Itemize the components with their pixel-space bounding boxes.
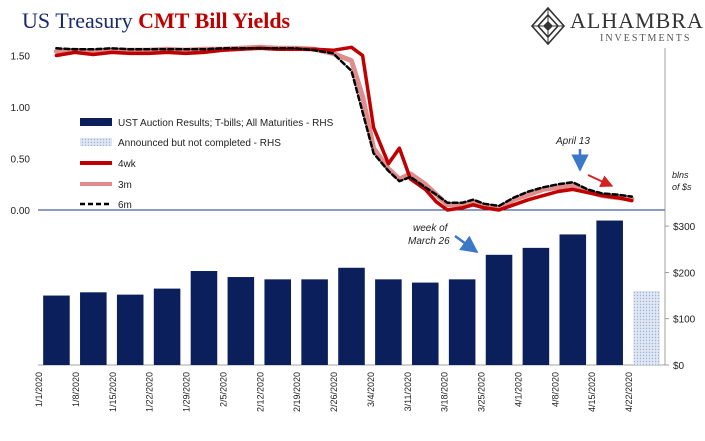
y-right-tick-label: $200: [673, 268, 696, 279]
x-tick-label: 4/8/2020: [550, 372, 560, 407]
legend-label: 4wk: [118, 159, 137, 170]
bar-pending: [633, 290, 660, 365]
brand-logo: ALHAMBRA INVESTMENTS: [530, 6, 703, 48]
bar: [43, 295, 70, 365]
x-tick-label: 4/1/2020: [513, 372, 523, 407]
bar: [301, 279, 328, 365]
x-tick-label: 3/4/2020: [366, 372, 376, 407]
y-right-tick-label: $100: [673, 315, 696, 326]
bar: [153, 288, 181, 365]
legend-label: 3m: [118, 180, 132, 191]
x-tick-label: 2/12/2020: [255, 372, 265, 412]
annotation-text: March 26: [408, 236, 450, 247]
y-left-tick-label: 1.00: [11, 103, 31, 114]
y-left-tick-label: 0.50: [11, 155, 31, 166]
bar: [338, 267, 365, 365]
x-tick-label: 1/8/2020: [71, 372, 81, 407]
x-tick-label: 3/18/2020: [440, 372, 450, 412]
legend-label: Announced but not completed - RHS: [118, 138, 281, 149]
legend-swatch-auctions: [80, 118, 112, 126]
bar: [559, 234, 587, 365]
bar: [522, 247, 550, 365]
x-tick-label: 1/15/2020: [108, 372, 118, 412]
bar: [485, 254, 513, 365]
line-4wk: [54, 45, 634, 212]
chart-title-part2: CMT Bill Yields: [138, 8, 291, 33]
bar: [227, 277, 255, 365]
y-right-tick-label: $300: [673, 222, 696, 233]
logo-subtitle: INVESTMENTS: [600, 33, 692, 44]
chart-title: US Treasury CMT Bill Yields: [22, 8, 290, 34]
bar-series: [43, 220, 660, 365]
x-tick-label: 2/19/2020: [292, 372, 302, 412]
y-right-tick-label: $0: [673, 361, 685, 372]
x-tick-label: 1/22/2020: [145, 372, 155, 412]
y-right-axis-label: blns: [672, 170, 689, 180]
legend-label: UST Auction Results; T-bills; All Maturi…: [118, 118, 334, 129]
x-tick-label: 2/5/2020: [218, 372, 228, 407]
legend: UST Auction Results; T-bills; All Maturi…: [80, 118, 334, 211]
bar: [80, 292, 107, 365]
x-tick-label: 1/29/2020: [182, 372, 192, 412]
annotation-arrow: [454, 234, 479, 254]
y-left-tick-label: 0.00: [11, 206, 31, 217]
x-tick-label: 3/11/2020: [403, 372, 413, 411]
bar: [375, 279, 402, 365]
logo-name: ALHAMBRA: [570, 8, 704, 33]
x-tick-label: 4/22/2020: [624, 372, 634, 412]
bar: [116, 294, 144, 365]
legend-swatch-pending: [80, 138, 112, 146]
line-6m: [55, 47, 634, 208]
annotation-text: week of: [413, 223, 449, 234]
bar: [411, 282, 439, 365]
bar: [190, 271, 218, 365]
annotations: week of March 26 April 13: [408, 136, 614, 254]
legend-label: 6m: [118, 200, 132, 211]
diamond-logo-icon: [530, 6, 566, 46]
annotation-text: April 13: [555, 136, 590, 147]
bar: [264, 279, 292, 365]
y-left-tick-label: 1.50: [11, 52, 31, 63]
x-tick-label: 3/25/2020: [477, 372, 487, 412]
bar: [448, 279, 476, 365]
chart-title-part1: US Treasury: [22, 8, 139, 33]
x-tick-label: 4/15/2020: [587, 372, 597, 412]
line-series: [53, 44, 635, 212]
y-right-axis-label: of $s: [672, 182, 692, 192]
axes: 0.00 0.50 1.00 1.50 $0 $100 $200 $300 blns of $s 1…: [11, 48, 696, 412]
annotation-arrow: [587, 174, 614, 188]
x-tick-label: 2/26/2020: [329, 372, 339, 412]
x-tick-label: 1/1/2020: [34, 372, 44, 407]
bar: [596, 220, 623, 365]
